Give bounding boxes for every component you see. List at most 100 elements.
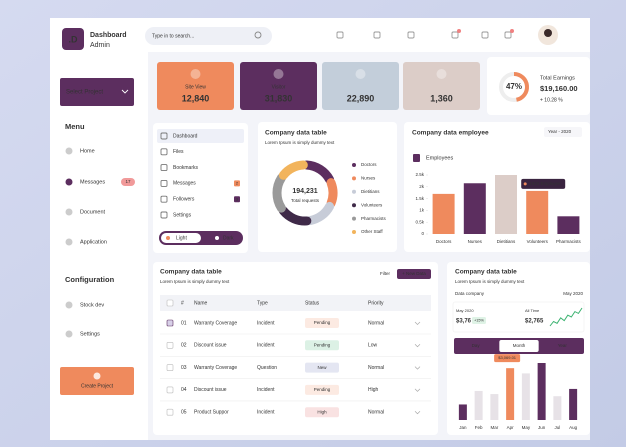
card-title: Company data table: [160, 269, 222, 276]
table-header: [160, 295, 431, 311]
icon: [160, 211, 168, 219]
theme-option[interactable]: Dark: [223, 235, 234, 241]
checkbox[interactable]: [166, 341, 174, 349]
cell-priority: Normal: [368, 365, 384, 371]
tab[interactable]: Month: [513, 343, 526, 348]
nav-item[interactable]: Bookmarks: [173, 165, 199, 171]
summary-period: May 2020: [563, 291, 583, 296]
filter-button[interactable]: Filter: [380, 271, 391, 276]
project-button-label[interactable]: Select Project: [66, 90, 103, 96]
y-tick-label: 2.5k: [415, 172, 424, 177]
cell-type: Question: [257, 365, 277, 371]
theme-option[interactable]: Light: [176, 235, 187, 241]
icon: [160, 195, 168, 203]
filter-dropdown[interactable]: [544, 127, 582, 137]
nav-item[interactable]: Settings: [173, 212, 192, 218]
row-chevron[interactable]: [414, 321, 421, 325]
nav-item[interactable]: Dashboard: [173, 133, 198, 139]
bar: [432, 193, 455, 234]
nav-item[interactable]: Followers: [173, 197, 195, 203]
icon: [160, 164, 168, 172]
bar: [526, 190, 549, 234]
cell-name: Warranty Coverage: [194, 365, 237, 371]
menu-item[interactable]: Home: [80, 148, 95, 154]
status-pill: [305, 318, 339, 328]
card-subtitle: Lorem Ipsum is simply dummy text: [265, 140, 335, 145]
all-time-label: All Time: [525, 308, 540, 313]
checkbox[interactable]: [166, 319, 174, 327]
x-tick-label: Dietitians: [497, 239, 516, 244]
earnings-title: Total Earnings: [540, 75, 575, 81]
section-heading: Menu: [65, 122, 85, 131]
tab[interactable]: Year: [558, 343, 568, 348]
row-chevron[interactable]: [414, 344, 421, 348]
legend-swatch: [352, 216, 356, 221]
search-placeholder[interactable]: Type in to search...: [152, 33, 194, 39]
section-heading: Configuration: [65, 275, 115, 284]
donut-segment: [305, 201, 335, 226]
tab-active: [499, 340, 539, 352]
project-button[interactable]: [60, 78, 134, 106]
row-chevron[interactable]: [414, 388, 421, 392]
tab[interactable]: Day: [472, 343, 481, 348]
checkbox[interactable]: [166, 408, 174, 416]
donut-total-label: Total requests: [291, 198, 320, 203]
x-tick-label: Jul: [554, 425, 560, 430]
create-button[interactable]: [60, 367, 134, 395]
moon-icon: [215, 236, 219, 240]
app-subtitle: Admin: [90, 42, 110, 49]
notification-dot: [457, 29, 461, 33]
icon: [481, 31, 489, 39]
card-title: Company data table: [455, 269, 517, 276]
menu-item[interactable]: Messages: [80, 179, 105, 185]
nav-card: [153, 123, 248, 253]
menu-icon: [65, 301, 73, 309]
new-data-button[interactable]: [397, 269, 431, 279]
y-tick-label: 1k: [419, 208, 425, 213]
create-button-label[interactable]: Create Project: [81, 383, 114, 389]
menu-icon: [65, 178, 73, 186]
new-data-label[interactable]: + New Data: [402, 271, 426, 276]
current-label: May 2020: [456, 308, 474, 313]
logo: [62, 28, 84, 50]
nav-item[interactable]: Messages: [173, 181, 196, 187]
donut-segment: [513, 72, 529, 102]
cell-type: Incident: [257, 387, 275, 393]
cell-id: 01: [181, 320, 187, 326]
bar: [521, 373, 530, 420]
x-tick-label: Pharmacists: [556, 239, 582, 244]
cell-type: Incident: [257, 343, 275, 349]
cell-name: Discount issue: [194, 343, 227, 349]
menu-icon: [65, 238, 73, 246]
menu-item[interactable]: Settings: [80, 331, 100, 337]
bar: [537, 363, 546, 420]
menu-item[interactable]: Stock dev: [80, 302, 104, 308]
checkbox[interactable]: [166, 364, 174, 371]
x-tick-label: Mar: [491, 425, 499, 430]
row-chevron[interactable]: [414, 366, 421, 370]
bar: [569, 388, 578, 420]
status-pill: [305, 407, 339, 418]
menu-icon: [65, 330, 73, 338]
legend-icon: [413, 154, 420, 162]
x-tick-label: Apr: [507, 425, 515, 430]
earnings-amount: $19,160.00: [540, 84, 578, 93]
bar: [557, 216, 580, 234]
filter-label[interactable]: Year - 2020: [548, 129, 572, 134]
earnings-change: + 10.28 %: [540, 97, 563, 103]
menu-item[interactable]: Application: [80, 239, 107, 245]
nav-item[interactable]: Files: [173, 149, 184, 155]
row-chevron[interactable]: [414, 410, 421, 415]
menu-item[interactable]: Document: [80, 209, 106, 215]
cell-status: Pending: [314, 320, 331, 325]
checkbox[interactable]: [166, 299, 174, 307]
chevron: [121, 89, 129, 94]
cell-name: Product Suppor: [194, 410, 229, 416]
bar: [495, 175, 517, 234]
checkbox[interactable]: [166, 386, 174, 394]
column-header: Status: [305, 300, 320, 306]
icon: [160, 132, 168, 140]
search-box[interactable]: [145, 27, 272, 45]
stat-icon: [273, 69, 284, 79]
stat-label: Site View: [185, 84, 206, 90]
